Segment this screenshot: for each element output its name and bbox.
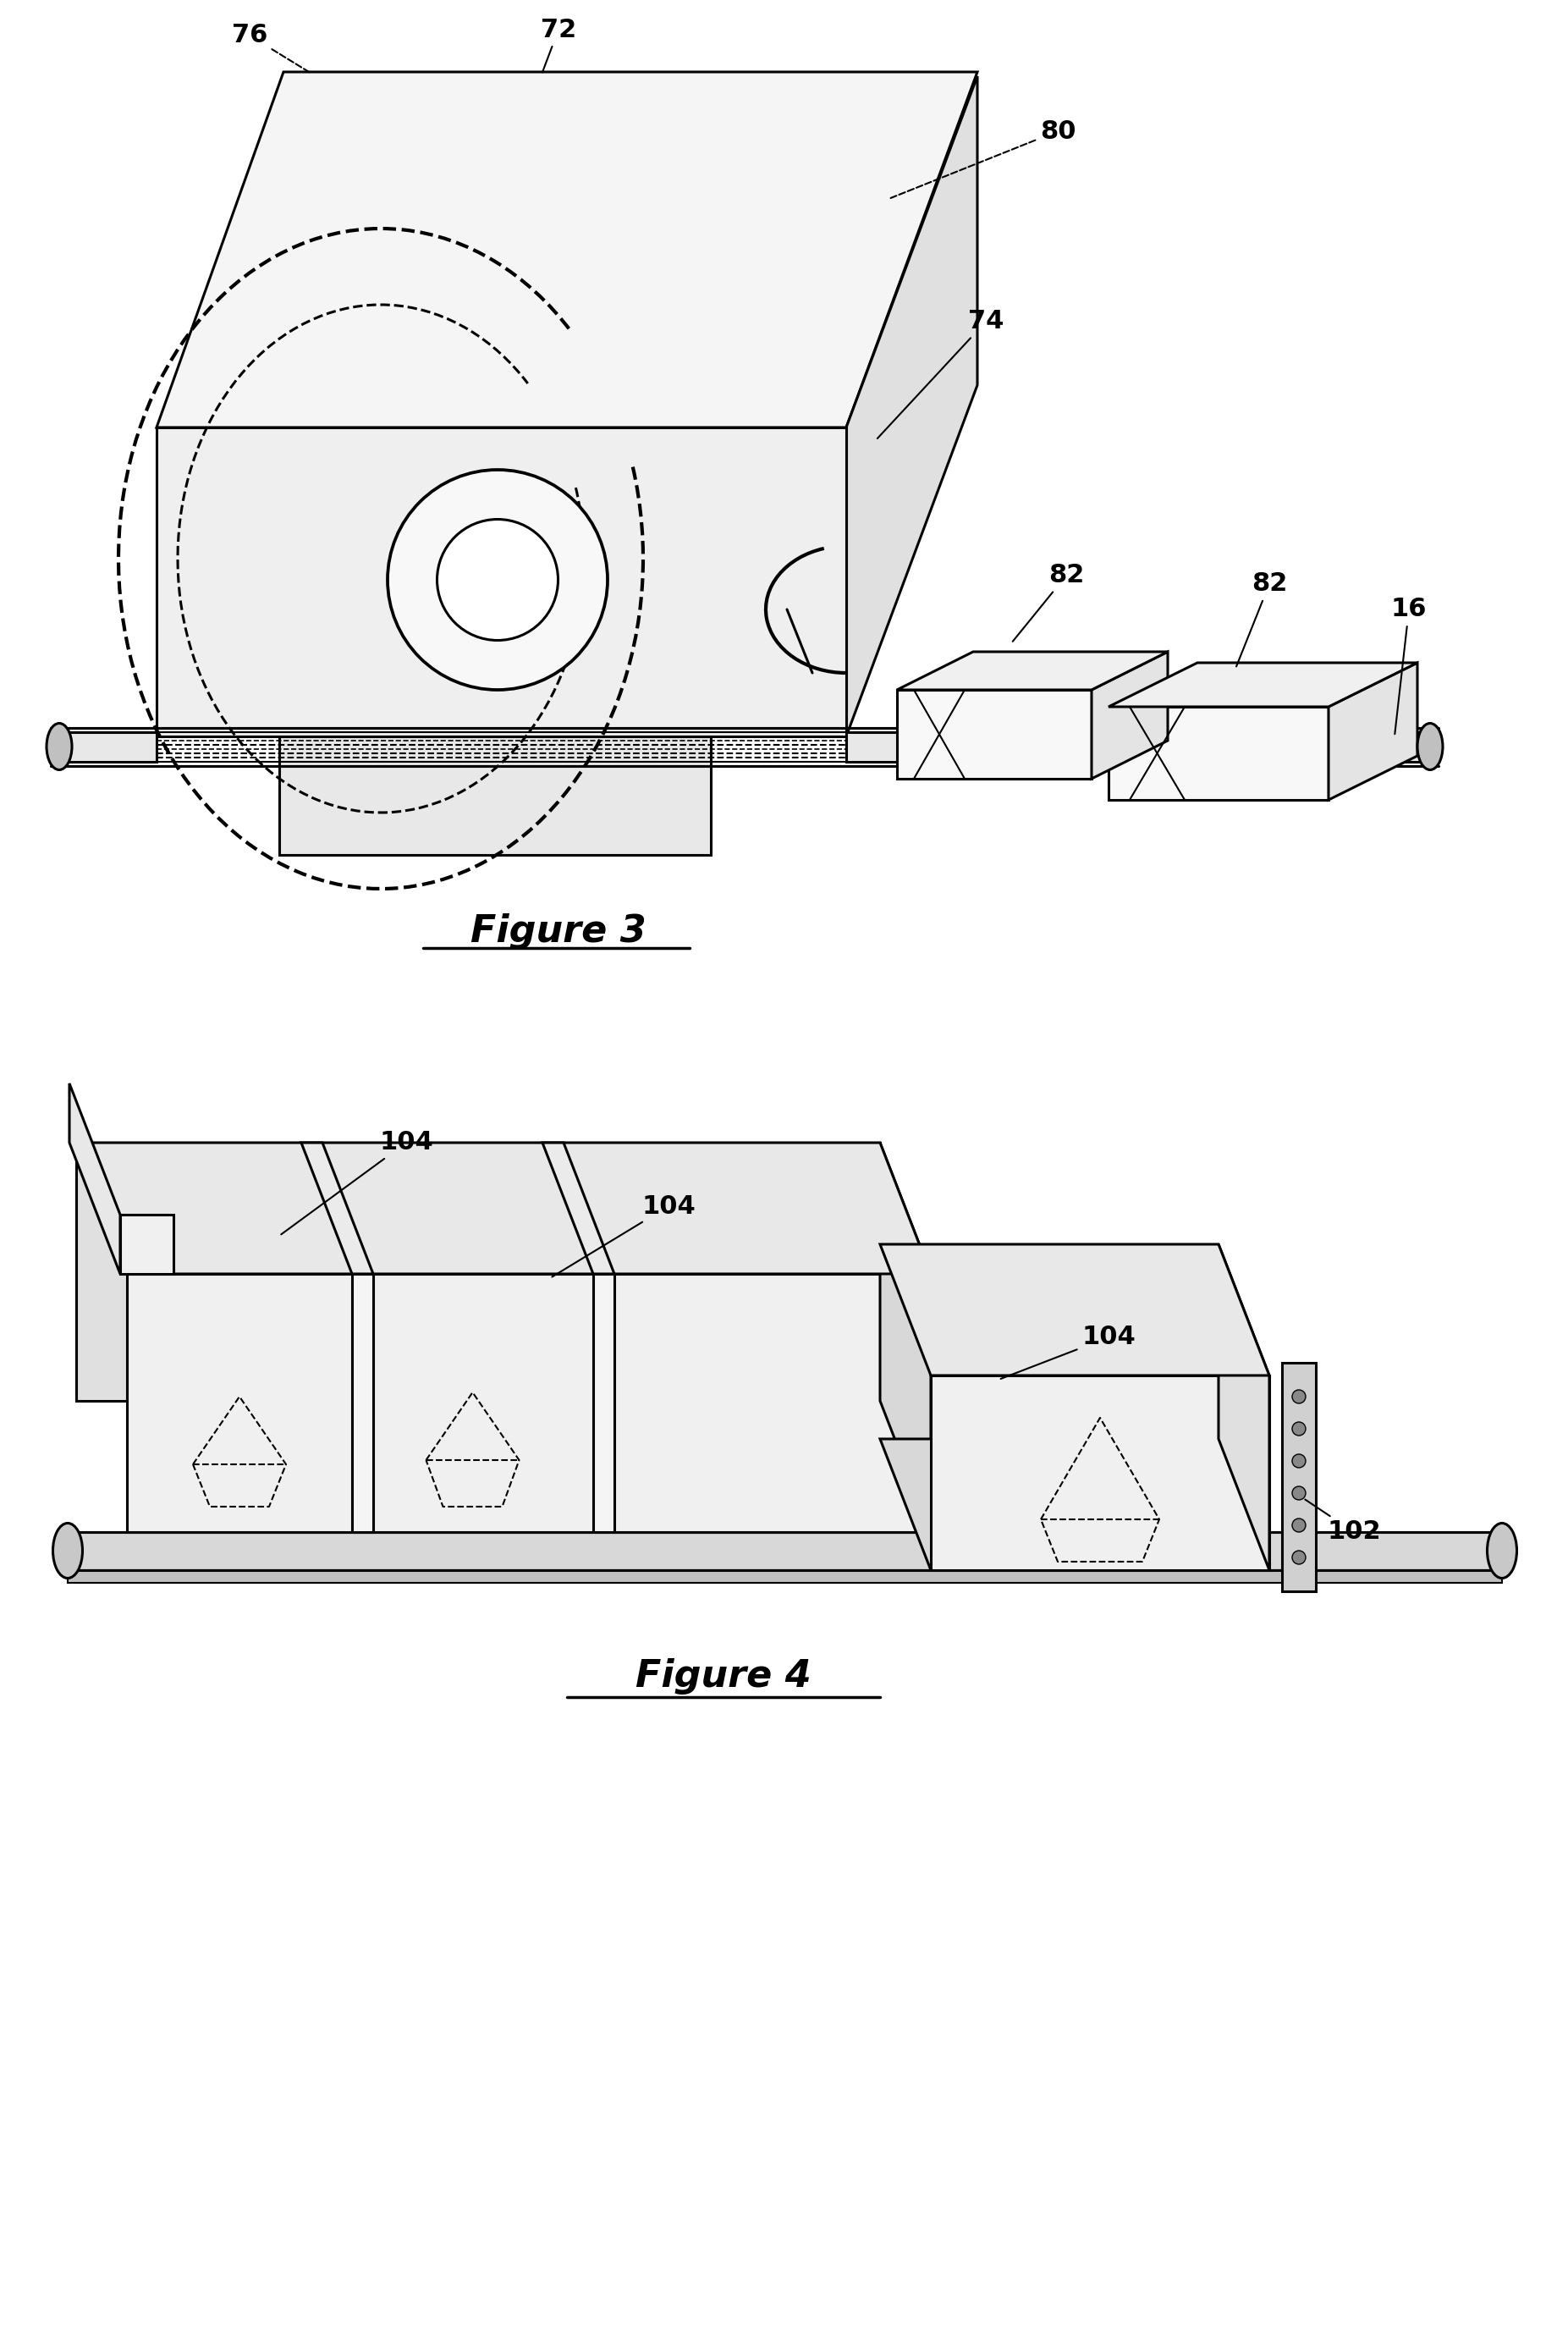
Polygon shape (897, 653, 1168, 690)
Ellipse shape (1486, 1524, 1516, 1578)
Polygon shape (67, 1571, 1502, 1583)
Polygon shape (1283, 1362, 1316, 1592)
Polygon shape (543, 1143, 615, 1275)
Text: 80: 80 (891, 120, 1076, 197)
Ellipse shape (1292, 1550, 1306, 1564)
Ellipse shape (1292, 1486, 1306, 1500)
Polygon shape (1109, 662, 1417, 707)
Polygon shape (127, 1275, 931, 1531)
Polygon shape (60, 1531, 1510, 1571)
Text: 82: 82 (1013, 564, 1083, 641)
Polygon shape (1109, 707, 1328, 801)
Text: 104: 104 (552, 1193, 696, 1277)
Ellipse shape (1292, 1423, 1306, 1435)
Polygon shape (279, 737, 710, 855)
Ellipse shape (1292, 1453, 1306, 1468)
Ellipse shape (1292, 1519, 1306, 1531)
Polygon shape (353, 1275, 373, 1531)
Text: 102: 102 (1305, 1500, 1381, 1545)
Ellipse shape (387, 470, 607, 690)
Text: 82: 82 (1236, 573, 1287, 667)
Polygon shape (157, 73, 977, 427)
Polygon shape (847, 75, 977, 737)
Polygon shape (880, 1143, 931, 1531)
Polygon shape (847, 733, 1438, 761)
Polygon shape (157, 427, 847, 737)
Polygon shape (931, 1376, 1269, 1571)
Text: 104: 104 (1000, 1324, 1135, 1378)
Ellipse shape (53, 1524, 83, 1578)
Polygon shape (1243, 1472, 1261, 1507)
Polygon shape (1091, 653, 1168, 780)
Polygon shape (880, 1244, 1269, 1376)
Polygon shape (897, 690, 1091, 780)
Ellipse shape (437, 519, 558, 641)
Polygon shape (301, 1143, 373, 1275)
Ellipse shape (1292, 1390, 1306, 1404)
Polygon shape (50, 733, 157, 761)
Polygon shape (1328, 662, 1417, 801)
Text: 72: 72 (541, 16, 577, 73)
Ellipse shape (47, 723, 72, 770)
Polygon shape (593, 1275, 615, 1531)
Polygon shape (1218, 1244, 1269, 1571)
Text: Figure 3: Figure 3 (470, 913, 646, 949)
Text: 74: 74 (878, 310, 1004, 439)
Polygon shape (121, 1214, 174, 1275)
Polygon shape (880, 1439, 1269, 1571)
Text: Figure 4: Figure 4 (635, 1658, 811, 1695)
Polygon shape (77, 1143, 931, 1275)
Text: 104: 104 (281, 1129, 433, 1235)
Polygon shape (69, 1082, 121, 1275)
Text: 16: 16 (1391, 596, 1427, 735)
Text: 76: 76 (232, 23, 310, 73)
Polygon shape (77, 1143, 880, 1402)
Ellipse shape (1417, 723, 1443, 770)
